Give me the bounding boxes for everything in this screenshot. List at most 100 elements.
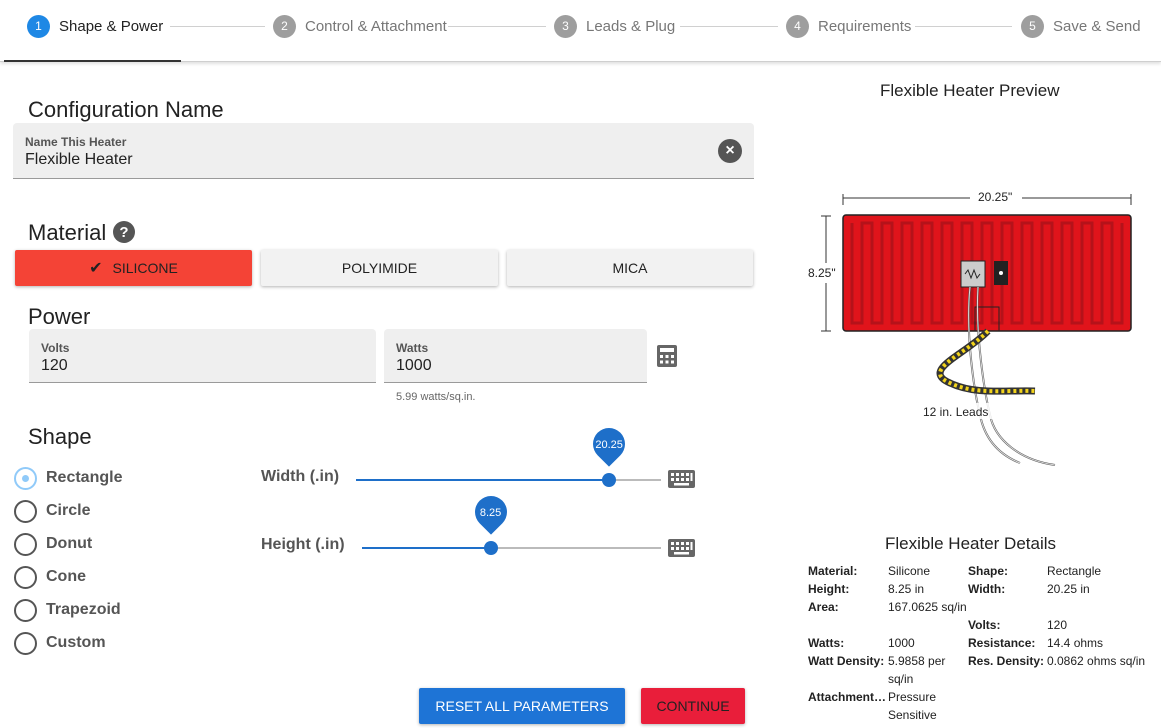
watts-value[interactable]: 1000 (396, 357, 432, 374)
step-number: 3 (554, 14, 577, 38)
volts-value[interactable]: 120 (41, 357, 68, 374)
detail-height-label: Height: (808, 582, 850, 596)
detail-area-value: 167.0625 sq/in (888, 600, 967, 614)
watts-field[interactable]: Watts 1000 (384, 329, 647, 383)
height-value: 8.25 (479, 507, 502, 519)
heater-name-value[interactable]: Flexible Heater (25, 151, 133, 168)
detail-watt-density-value: 5.9858 per sq/in (888, 654, 946, 686)
shape-option-label: Donut (46, 535, 93, 552)
detail-watt-density-label: Watt Density: (808, 654, 885, 668)
detail-attachment-value: Pressure Sensitive (888, 690, 937, 722)
step-requirements[interactable]: 4 Requirements (786, 14, 911, 38)
shape-option-label: Custom (46, 634, 106, 651)
width-dimension: 20.25" (978, 190, 1013, 204)
width-slider-fill (356, 479, 610, 481)
heater-name-field[interactable]: Name This Heater Flexible Heater × (13, 123, 754, 179)
heater-name-label: Name This Heater (25, 135, 127, 149)
height-slider-track[interactable] (362, 547, 661, 549)
step-label: Save & Send (1053, 17, 1141, 35)
material-option-label: POLYIMIDE (341, 260, 418, 276)
detail-res-density-value: 0.0862 ohms sq/in (1047, 654, 1146, 668)
detail-shape-label: Shape: (968, 564, 1009, 578)
step-number: 4 (786, 14, 809, 38)
width-slider-label: Width (.in) (261, 468, 340, 485)
detail-volts-label: Volts: (968, 618, 1001, 632)
step-save-send[interactable]: 5 Save & Send (1021, 14, 1141, 38)
detail-attachment-label: Attachment… (808, 690, 886, 704)
shape-option-custom[interactable]: Custom (14, 630, 106, 656)
material-silicone-button[interactable]: ✔ SILICONE (15, 250, 252, 286)
keyboard-icon[interactable] (668, 539, 695, 557)
detail-resistance-value: 14.4 ohms (1047, 636, 1104, 650)
calculator-icon[interactable] (656, 344, 678, 368)
volts-field[interactable]: Volts 120 (29, 329, 376, 383)
step-connector (448, 26, 546, 27)
shape-option-trapezoid[interactable]: Trapezoid (14, 597, 121, 623)
configuration-heading: Configuration Name (28, 97, 224, 122)
details-title: Flexible Heater Details (885, 534, 1057, 553)
step-label: Leads & Plug (586, 17, 676, 35)
detail-watts-label: Watts: (808, 636, 845, 650)
width-value: 20.25 (595, 439, 623, 451)
reset-all-button[interactable]: RESET ALL PARAMETERS (419, 688, 625, 724)
detail-width-value: 20.25 in (1047, 582, 1090, 596)
volts-label: Volts (41, 341, 70, 355)
height-slider-fill (362, 547, 491, 549)
detail-res-density-label: Res. Density: (968, 654, 1045, 668)
help-icon[interactable]: ? (113, 221, 135, 243)
step-number: 5 (1021, 14, 1044, 38)
step-label: Shape & Power (59, 17, 164, 35)
power-heading: Power (28, 304, 91, 329)
active-step-indicator (4, 60, 181, 62)
width-slider-track[interactable] (356, 479, 661, 481)
step-label: Control & Attachment (305, 17, 447, 35)
heater-preview-diagram (804, 188, 1132, 466)
step-number: 2 (273, 14, 296, 38)
radio-button[interactable] (14, 598, 37, 622)
material-option-label: SILICONE (112, 260, 178, 276)
watts-label: Watts (396, 341, 429, 355)
width-slider-thumb[interactable] (602, 473, 617, 487)
material-option-label: MICA (612, 260, 648, 276)
shape-option-label: Circle (46, 502, 91, 519)
check-icon: ✔ (89, 260, 103, 277)
step-connector (170, 26, 265, 27)
detail-height-value: 8.25 in (888, 582, 925, 596)
keyboard-icon[interactable] (668, 470, 695, 488)
detail-material-label: Material: (808, 564, 858, 578)
detail-area-label: Area: (808, 600, 839, 614)
step-control-attachment[interactable]: 2 Control & Attachment (273, 14, 447, 38)
material-heading: Material (28, 220, 107, 245)
step-label: Requirements (818, 17, 912, 35)
height-slider-thumb[interactable] (483, 541, 498, 555)
radio-button[interactable] (14, 466, 37, 490)
stepper: 1 Shape & Power 2 Control & Attachment 3… (0, 0, 1161, 62)
detail-volts-value: 120 (1047, 618, 1068, 632)
detail-resistance-label: Resistance: (968, 636, 1036, 650)
shape-option-circle[interactable]: Circle (14, 498, 90, 524)
material-mica-button[interactable]: MICA (507, 250, 753, 286)
detail-material-value: Silicone (888, 564, 931, 578)
shape-option-label: Rectangle (46, 469, 123, 486)
leads-label: 12 in. Leads (923, 405, 989, 419)
step-connector (915, 26, 1012, 27)
preview-title: Flexible Heater Preview (880, 81, 1060, 100)
detail-width-label: Width: (968, 582, 1006, 596)
shape-option-donut[interactable]: Donut (14, 531, 92, 557)
height-slider-label: Height (.in) (261, 536, 345, 553)
material-polyimide-button[interactable]: POLYIMIDE (261, 250, 498, 286)
clear-icon[interactable]: × (718, 139, 742, 163)
radio-button[interactable] (14, 499, 37, 523)
step-leads-plug[interactable]: 3 Leads & Plug (554, 14, 675, 38)
shape-option-rectangle[interactable]: Rectangle (14, 465, 122, 491)
radio-button[interactable] (14, 565, 37, 589)
step-number: 1 (27, 14, 50, 38)
radio-button[interactable] (14, 631, 37, 655)
step-shape-power[interactable]: 1 Shape & Power (27, 14, 163, 38)
radio-button[interactable] (14, 532, 37, 556)
continue-button[interactable]: CONTINUE (641, 688, 745, 724)
height-dimension: 8.25" (808, 266, 836, 280)
shape-heading: Shape (28, 424, 92, 449)
detail-watts-value: 1000 (888, 636, 915, 650)
shape-option-cone[interactable]: Cone (14, 564, 86, 590)
